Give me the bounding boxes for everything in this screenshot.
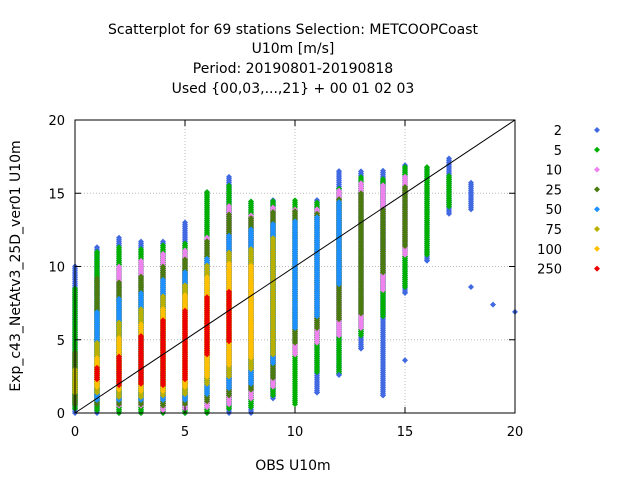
- data-point-50: [116, 295, 122, 302]
- data-point-25: [138, 273, 144, 280]
- data-point-2: [116, 234, 122, 241]
- data-point-75: [116, 319, 122, 326]
- chart-title-line-3: Period: 20190801-20190818: [193, 61, 393, 77]
- data-point-250: [116, 353, 122, 360]
- data-point-5: [94, 248, 100, 255]
- data-points: [72, 155, 518, 416]
- data-point-5: [138, 246, 144, 253]
- data-point-5: [116, 244, 122, 251]
- chart-title-line-2: U10m [m/s]: [252, 41, 335, 57]
- data-point-2: [138, 238, 144, 245]
- data-point-10: [138, 257, 144, 264]
- data-point-75: [94, 339, 100, 346]
- data-point-50: [138, 290, 144, 297]
- data-point-50: [94, 309, 100, 316]
- data-point-5: [160, 242, 166, 249]
- chart-title-line-4: Used {00,03,...,21} + 00 01 02 03: [172, 81, 415, 97]
- data-point-100: [138, 321, 144, 328]
- chart-title-line-1: Scatterplot for 69 stations Selection: M…: [108, 22, 478, 38]
- data-point-250: [160, 317, 166, 324]
- data-point-25: [94, 275, 100, 282]
- data-point-100: [94, 355, 100, 362]
- data-point-10: [160, 250, 166, 257]
- data-point-25: [160, 263, 166, 270]
- data-point-75: [138, 306, 144, 313]
- data-point-10: [116, 263, 122, 270]
- data-point-100: [160, 306, 166, 313]
- data-point-2: [160, 238, 166, 245]
- data-point-100: [116, 335, 122, 342]
- data-point-75: [160, 293, 166, 300]
- data-point-250: [94, 364, 100, 371]
- data-point-50: [160, 276, 166, 283]
- data-point-250: [138, 333, 144, 340]
- data-point-25: [116, 279, 122, 286]
- data-point-2: [94, 244, 100, 251]
